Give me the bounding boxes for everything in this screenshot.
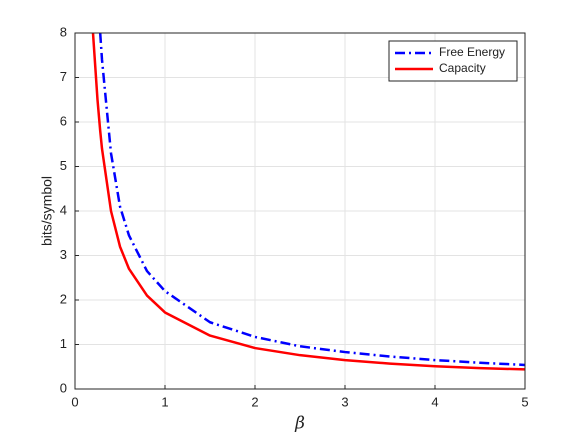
legend-box (388, 40, 518, 82)
x-tick-label: 0 (71, 394, 78, 409)
x-tick-label: 5 (521, 394, 528, 409)
y-tick-label: 8 (60, 24, 67, 39)
x-tick-label: 2 (251, 394, 258, 409)
y-tick-label: 5 (60, 158, 67, 173)
x-axis-label: β (294, 414, 305, 434)
legend-label: Free Energy (439, 45, 505, 59)
y-axis-label: bits/symbol (39, 176, 55, 246)
y-tick-label: 7 (60, 69, 67, 84)
lines (91, 33, 525, 371)
x-tick-label: 1 (161, 394, 168, 409)
ticks: 0 1 2 3 4 5 0 1 2 3 4 5 6 7 8 (60, 24, 529, 409)
y-tick-label: 3 (60, 247, 67, 262)
legend-label: Capacity (439, 61, 486, 75)
y-tick-label: 4 (60, 202, 67, 217)
legend: Free Energy Capacity (388, 40, 518, 82)
y-tick-label: 1 (60, 336, 67, 351)
x-tick-label: 3 (341, 394, 348, 409)
series-line (98, 33, 525, 367)
y-tick-label: 2 (60, 291, 67, 306)
x-tick-label: 4 (431, 394, 438, 409)
series-line (91, 33, 525, 371)
y-tick-label: 0 (60, 380, 67, 395)
y-tick-label: 6 (60, 113, 67, 128)
